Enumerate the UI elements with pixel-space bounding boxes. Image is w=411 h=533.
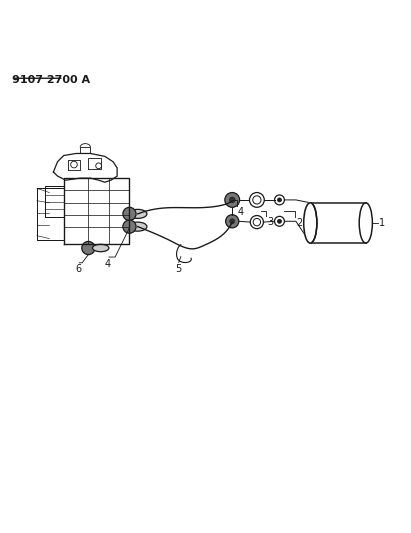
Text: 6: 6 <box>75 264 81 274</box>
Circle shape <box>225 192 240 207</box>
Polygon shape <box>304 203 310 243</box>
Text: 1: 1 <box>379 218 386 228</box>
Ellipse shape <box>128 209 147 219</box>
Text: 4: 4 <box>238 207 244 217</box>
Circle shape <box>226 215 239 228</box>
Circle shape <box>123 220 136 233</box>
Circle shape <box>277 219 282 223</box>
Circle shape <box>82 241 95 255</box>
Circle shape <box>123 207 136 221</box>
Ellipse shape <box>92 244 109 252</box>
Text: 4: 4 <box>105 259 111 269</box>
Text: 2: 2 <box>296 218 302 228</box>
Text: 3: 3 <box>267 217 273 227</box>
Circle shape <box>277 198 282 202</box>
Text: 5: 5 <box>175 264 182 274</box>
Circle shape <box>230 219 235 224</box>
Circle shape <box>229 197 235 203</box>
Ellipse shape <box>128 222 147 231</box>
Text: 9107 2700 A: 9107 2700 A <box>12 75 90 85</box>
